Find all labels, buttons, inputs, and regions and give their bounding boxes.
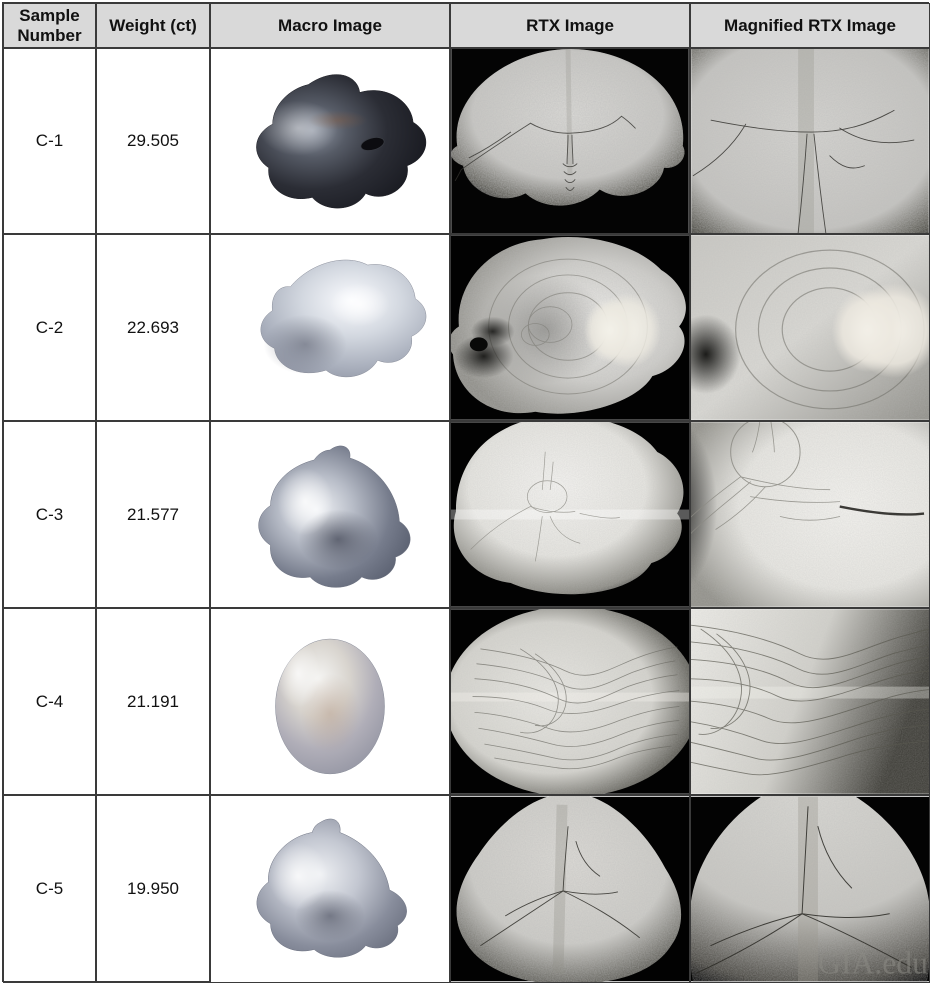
svg-text:GIA.edu: GIA.edu (818, 945, 928, 980)
